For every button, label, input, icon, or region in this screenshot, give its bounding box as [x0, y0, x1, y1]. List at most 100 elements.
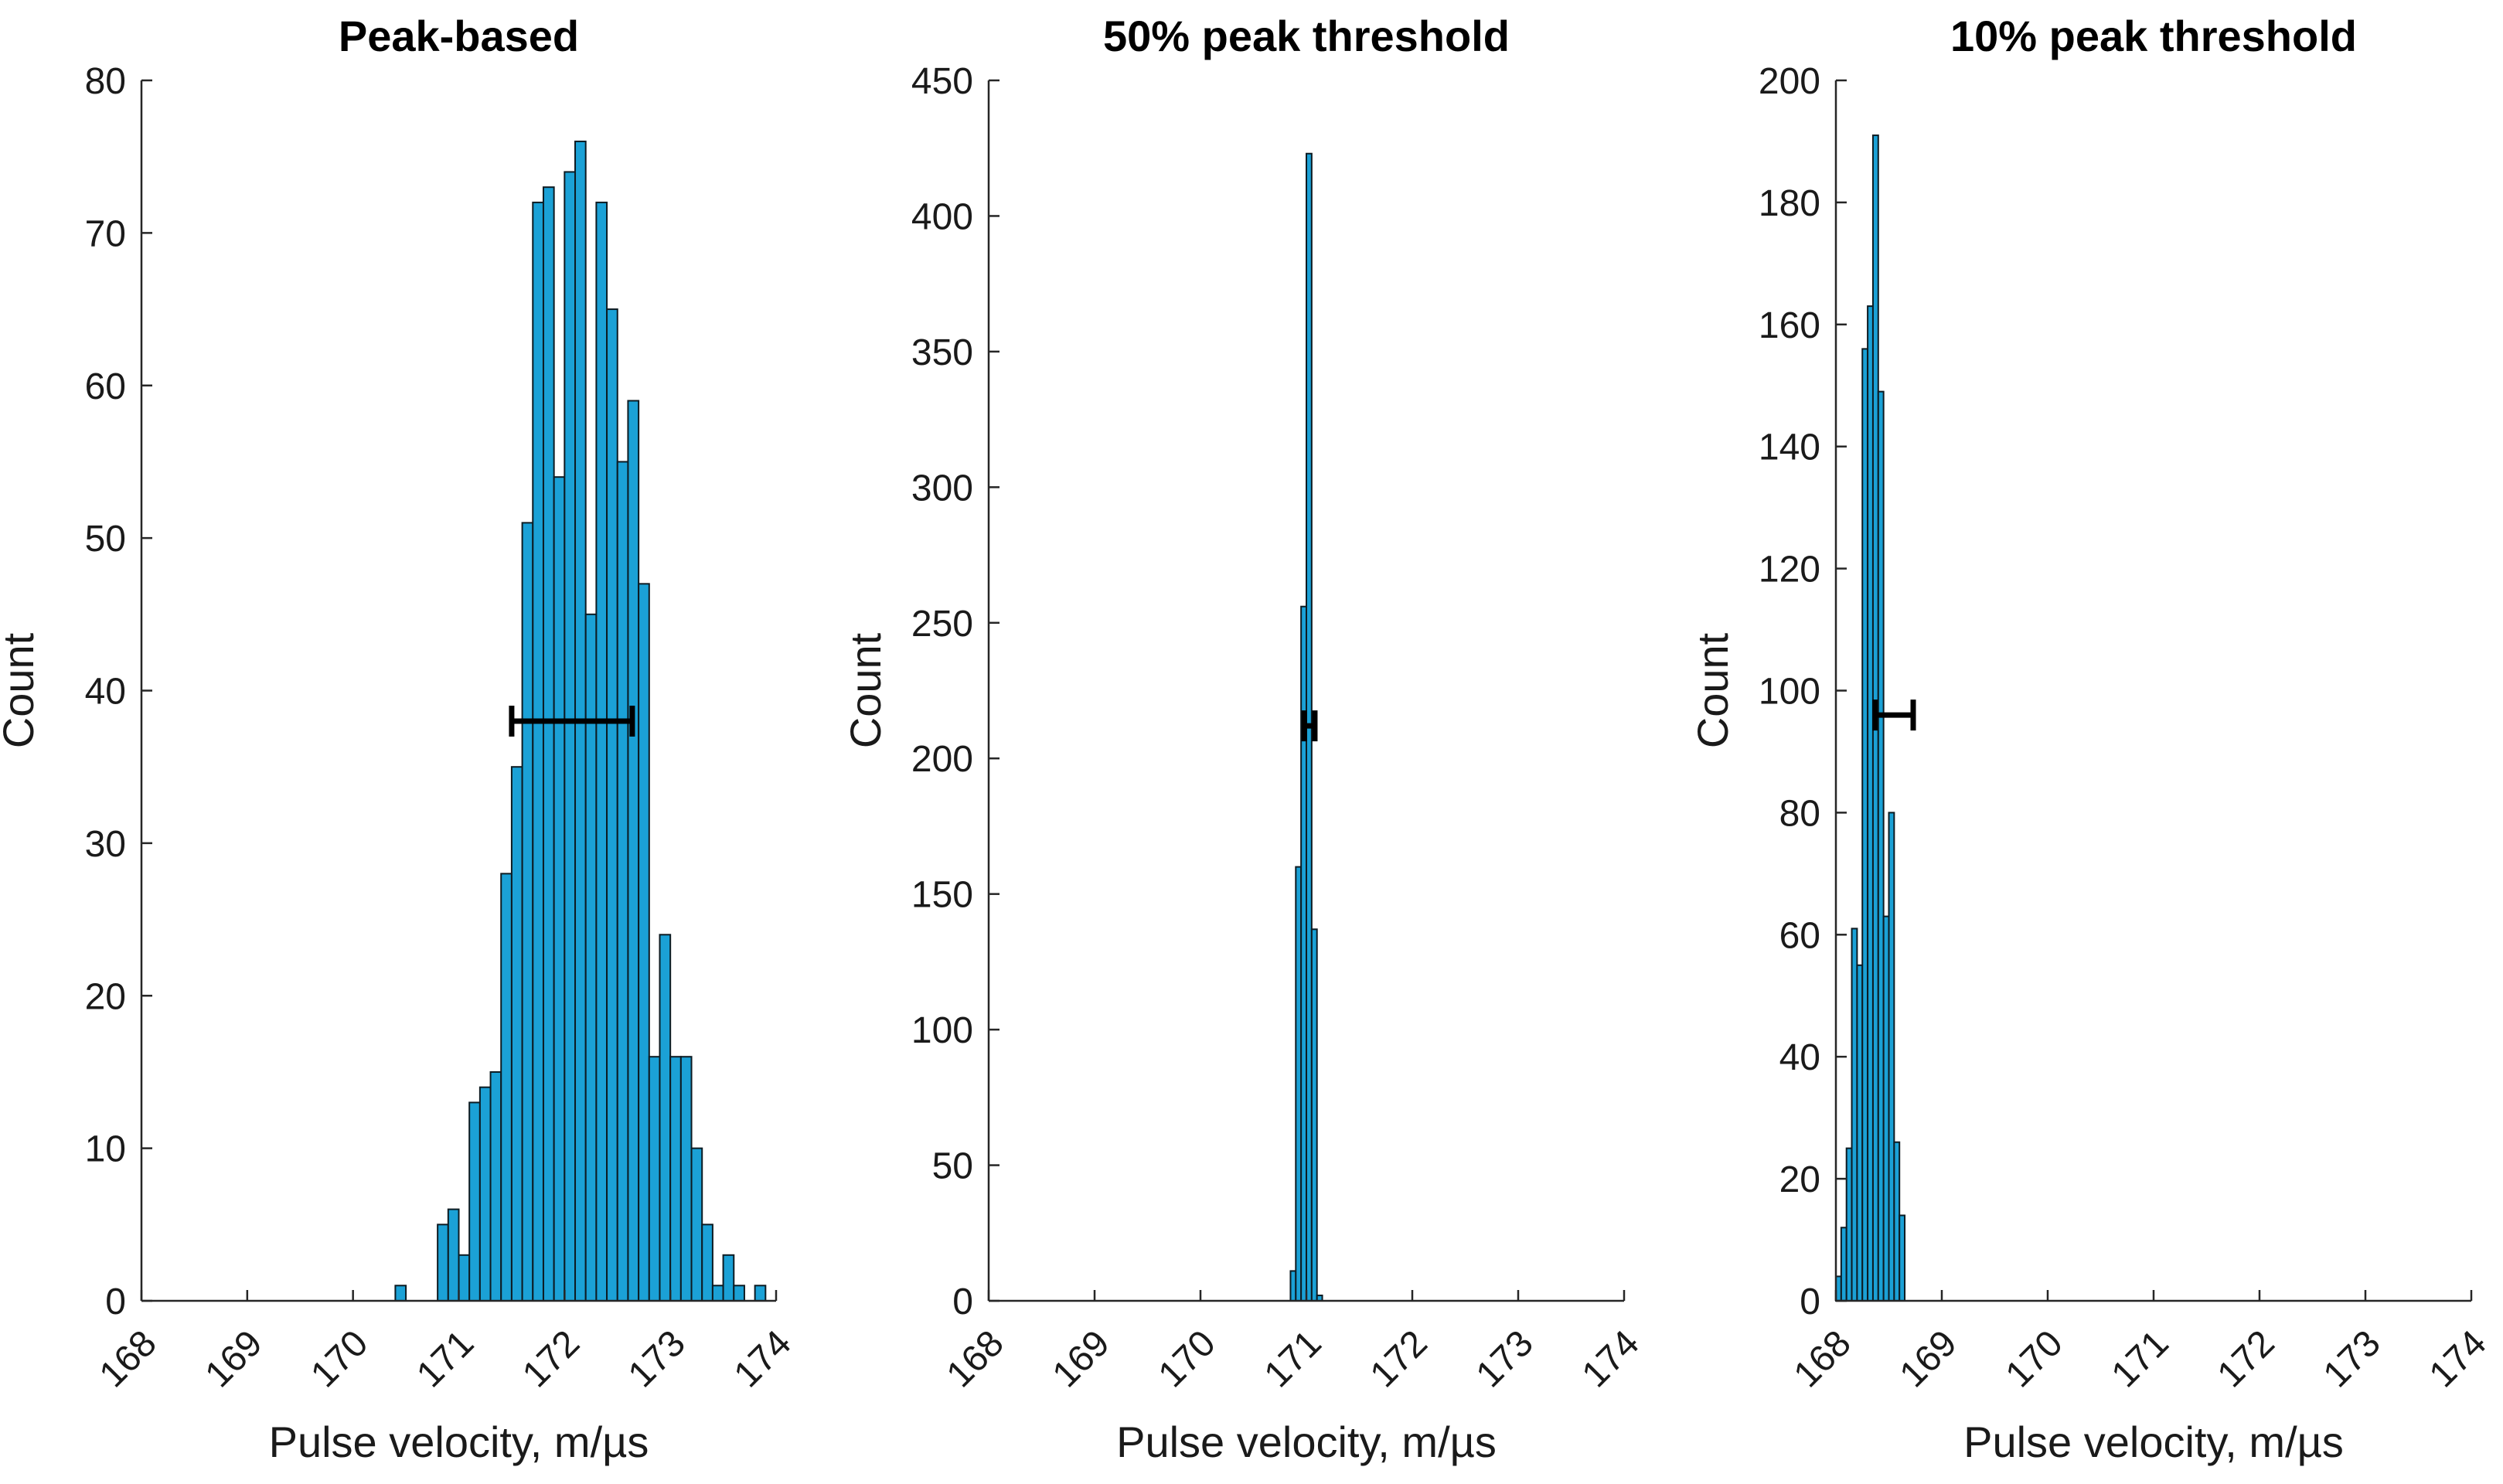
- y-tick-label: 200: [1759, 61, 1820, 102]
- y-tick-label: 100: [911, 1010, 973, 1051]
- y-tick-label: 140: [1759, 427, 1820, 468]
- y-tick-label: 100: [1759, 672, 1820, 713]
- y-tick-label: 450: [911, 61, 973, 102]
- histogram-bar: [722, 1254, 735, 1302]
- histogram-bar: [701, 1224, 713, 1302]
- histogram-bar: [553, 476, 566, 1302]
- y-axis-label: Count: [0, 632, 43, 748]
- y-tick-label: 0: [1800, 1281, 1820, 1322]
- y-axis-label: Count: [841, 632, 890, 748]
- histogram-bar: [394, 1285, 407, 1302]
- histogram-bar: [616, 461, 629, 1302]
- y-tick-label: 250: [911, 604, 973, 645]
- histogram-bar: [733, 1285, 745, 1302]
- y-tick-label: 350: [911, 332, 973, 373]
- x-tick-label: 168: [92, 1322, 165, 1395]
- histogram-bar: [595, 201, 608, 1302]
- histogram-bar: [1845, 1147, 1853, 1302]
- y-tick-label: 120: [1759, 550, 1820, 591]
- x-tick-label: 169: [1892, 1322, 1965, 1395]
- x-tick-label: 173: [2316, 1322, 2389, 1395]
- y-tick-label: 40: [1779, 1037, 1820, 1078]
- histogram-bar: [1893, 1141, 1901, 1302]
- histogram-bar: [584, 613, 598, 1302]
- y-tick-label: 70: [85, 213, 126, 254]
- histogram-bar: [754, 1285, 767, 1302]
- y-tick-label: 50: [932, 1146, 973, 1187]
- y-tick-label: 20: [85, 976, 126, 1017]
- y-tick-label: 50: [85, 519, 126, 560]
- x-tick-label: 168: [939, 1322, 1012, 1395]
- x-axis-label: Pulse velocity, m/µs: [269, 1418, 649, 1466]
- histogram-bar: [1899, 1214, 1906, 1302]
- histogram-bar: [627, 400, 640, 1302]
- error-bar: [509, 705, 635, 737]
- histogram-bar: [1310, 928, 1318, 1302]
- histogram-bar: [1867, 305, 1874, 1302]
- histogram-bar: [564, 171, 577, 1302]
- histogram-bar: [1888, 812, 1895, 1302]
- x-tick-label: 168: [1786, 1322, 1859, 1395]
- x-tick-label: 174: [1575, 1322, 1647, 1395]
- histogram-bar: [1289, 1270, 1297, 1302]
- histogram-bar: [489, 1070, 502, 1302]
- x-tick-label: 171: [1257, 1322, 1330, 1395]
- y-tick-label: 0: [105, 1281, 126, 1322]
- error-bar: [1872, 699, 1916, 731]
- histogram-bar: [669, 1056, 682, 1302]
- histogram-bar: [648, 1056, 661, 1302]
- x-tick-label: 172: [1363, 1322, 1435, 1395]
- x-tick-label: 173: [1469, 1322, 1541, 1395]
- x-tick-label: 171: [2104, 1322, 2177, 1395]
- histogram-bar: [468, 1101, 481, 1302]
- x-tick-label: 172: [2210, 1322, 2283, 1395]
- histogram-bar: [1851, 928, 1858, 1302]
- x-tick-label: 172: [515, 1322, 587, 1395]
- y-tick-label: 200: [911, 739, 973, 780]
- histogram-bar: [679, 1056, 693, 1302]
- x-tick-label: 170: [1998, 1322, 2071, 1395]
- histogram-panel-3: 0 20 40 60 80 100 120 140 160 180 200 168 169 170 171 1…: [1688, 12, 2494, 1466]
- x-tick-label: 171: [409, 1322, 482, 1395]
- histogram-bar: [659, 934, 672, 1302]
- x-tick-label: 173: [621, 1322, 693, 1395]
- histogram-bar: [521, 522, 534, 1302]
- histogram-bar: [638, 583, 650, 1302]
- histogram-bar: [1861, 348, 1869, 1302]
- y-tick-label: 20: [1779, 1159, 1820, 1200]
- x-axis-label: Pulse velocity, m/µs: [1116, 1418, 1497, 1466]
- y-tick-label: 150: [911, 875, 973, 916]
- histogram-bar: [478, 1086, 492, 1302]
- x-axis-label: Pulse velocity, m/µs: [1963, 1418, 2344, 1466]
- y-tick-label: 60: [85, 366, 126, 407]
- chart-title: 50% peak threshold: [1103, 12, 1510, 60]
- histogram-bar: [532, 201, 544, 1302]
- y-tick-label: 180: [1759, 183, 1820, 224]
- chart-title: Peak-based: [339, 12, 579, 60]
- y-tick-label: 40: [85, 672, 126, 713]
- histogram-panel-2: 0 50 100 150 200 250 300 350 400 450 168 169 170 171 1…: [841, 12, 1647, 1466]
- histogram-bar: [437, 1224, 449, 1302]
- histogram-bar: [458, 1254, 471, 1302]
- y-tick-label: 0: [952, 1281, 973, 1322]
- histogram-bar: [606, 308, 618, 1302]
- y-tick-label: 80: [1779, 793, 1820, 834]
- histogram-bar: [711, 1285, 724, 1302]
- x-tick-label: 170: [303, 1322, 376, 1395]
- histogram-bar: [500, 873, 513, 1302]
- x-tick-label: 174: [727, 1322, 799, 1395]
- y-tick-label: 400: [911, 196, 973, 237]
- x-tick-label: 170: [1151, 1322, 1224, 1395]
- x-tick-label: 169: [1045, 1322, 1118, 1395]
- y-tick-label: 30: [85, 824, 126, 865]
- y-tick-label: 300: [911, 468, 973, 509]
- histogram-bar: [1840, 1227, 1847, 1302]
- histogram-bar: [1295, 866, 1303, 1302]
- y-tick-label: 160: [1759, 305, 1820, 346]
- histogram-bar: [447, 1208, 460, 1302]
- x-tick-label: 174: [2422, 1322, 2494, 1395]
- histogram-panel-1: 0 10 20 30 40 50 60 70 80 168 169 170 171 172 173 174 Pe…: [0, 12, 799, 1466]
- y-tick-label: 80: [85, 61, 126, 102]
- error-bar: [1301, 710, 1318, 742]
